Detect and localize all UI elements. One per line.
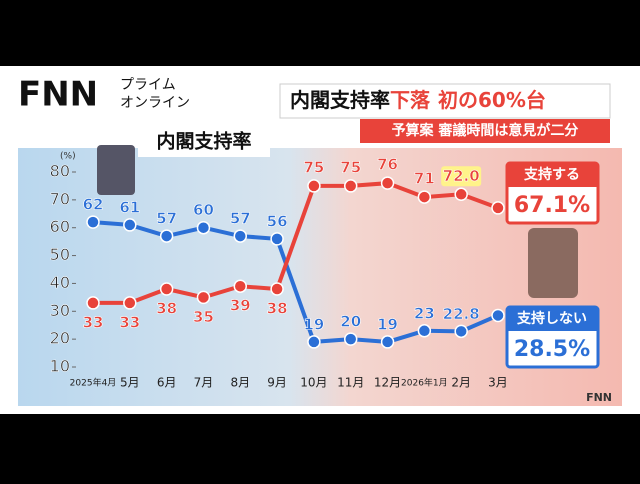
data-label: 20 xyxy=(340,313,361,331)
data-label: 75 xyxy=(303,158,324,176)
data-point xyxy=(491,308,505,323)
data-point xyxy=(417,190,432,204)
data-label: 33 xyxy=(83,313,104,331)
data-point xyxy=(454,187,468,202)
data-point xyxy=(270,282,284,296)
data-point xyxy=(307,179,321,193)
data-point xyxy=(307,335,321,349)
headline-box xyxy=(279,83,611,119)
data-point xyxy=(454,324,468,339)
data-label: 71 xyxy=(414,170,435,188)
data-label: 61 xyxy=(119,198,140,216)
x-tick-label: 2月 xyxy=(451,376,471,390)
y-tick-label: 60 xyxy=(50,217,70,236)
subtitle-box xyxy=(360,119,610,143)
logo-line2: オンライン xyxy=(120,95,190,111)
portrait-right xyxy=(528,228,578,298)
data-label: 57 xyxy=(230,210,251,228)
x-tick-label: 2026年1月 xyxy=(401,377,448,389)
x-tick-label: 8月 xyxy=(230,376,250,390)
logo-line1: プライム xyxy=(120,77,176,93)
x-tick-label: 3月 xyxy=(488,376,508,390)
data-label: 33 xyxy=(119,313,140,331)
y-tick-label: 30 xyxy=(50,301,70,320)
y-tick-label: 50 xyxy=(50,245,70,264)
portrait-left xyxy=(97,145,135,195)
subtitle: 予算案 審議時間は意見が二分 xyxy=(392,122,579,139)
letterbox-top xyxy=(0,0,640,66)
data-label: 62 xyxy=(83,196,104,214)
data-point xyxy=(343,332,358,346)
headline-part2: 下落 xyxy=(390,88,431,112)
x-tick-label: 9月 xyxy=(267,376,287,390)
chart-title-box xyxy=(138,127,270,157)
data-label: 19 xyxy=(377,315,398,333)
data-point xyxy=(123,296,137,310)
x-tick-label: 6月 xyxy=(157,376,177,390)
x-tick-label: 2025年4月 xyxy=(70,377,117,389)
data-point xyxy=(380,335,395,349)
data-label: 56 xyxy=(267,212,288,230)
data-point xyxy=(196,220,211,235)
data-point xyxy=(491,201,505,215)
y-tick-label: 70 xyxy=(50,189,70,208)
data-label: 60 xyxy=(193,201,214,219)
y-tick-label: 20 xyxy=(50,329,70,348)
legend-header xyxy=(507,163,598,187)
data-point xyxy=(123,218,137,232)
data-point xyxy=(270,232,284,246)
corner-logo: FNN xyxy=(586,391,612,404)
data-point xyxy=(380,176,395,190)
legend-header xyxy=(507,307,598,331)
data-point xyxy=(159,229,174,243)
y-tick-label: 10 xyxy=(50,357,70,376)
data-label: 22.8 xyxy=(443,305,480,323)
y-tick-label: 40 xyxy=(50,273,70,292)
chart-title: 内閣支持率 xyxy=(156,130,251,153)
legend-value: 67.1% xyxy=(514,193,590,218)
headline-part3: 初の60%台 xyxy=(438,88,546,112)
legend-label: 支持する xyxy=(523,166,580,183)
x-tick-label: 12月 xyxy=(374,376,401,390)
data-point xyxy=(343,179,358,193)
logo-brand: FNN xyxy=(18,75,98,115)
y-tick-label: 80 xyxy=(50,162,70,181)
data-label: 39 xyxy=(230,297,251,315)
headline-part1: 内閣支持率 xyxy=(290,88,390,112)
x-tick-label: 5月 xyxy=(120,376,140,390)
x-tick-label: 11月 xyxy=(337,376,364,390)
data-label: 76 xyxy=(377,156,398,174)
data-label: 75 xyxy=(340,158,361,176)
data-point xyxy=(417,324,432,338)
data-label: 23 xyxy=(414,304,435,322)
data-label: 38 xyxy=(156,300,177,318)
data-point xyxy=(86,296,100,310)
x-tick-label: 10月 xyxy=(300,376,327,390)
data-point xyxy=(196,290,211,305)
legend-value: 28.5% xyxy=(514,337,590,362)
x-tick-label: 7月 xyxy=(194,376,214,390)
letterbox-bottom xyxy=(0,414,640,480)
data-label: 19 xyxy=(303,315,324,333)
data-label: 57 xyxy=(156,210,177,228)
data-label: 35 xyxy=(193,308,214,326)
data-label: 72.0 xyxy=(443,167,480,185)
data-point xyxy=(233,279,248,293)
highlight-box xyxy=(441,166,482,187)
data-point xyxy=(159,282,174,296)
data-label: 38 xyxy=(267,300,288,318)
data-point xyxy=(86,215,100,229)
y-axis-label: (%) xyxy=(60,152,76,162)
headline: 内閣支持率下落 初の60%台 xyxy=(290,88,546,112)
data-point xyxy=(233,229,248,243)
legend-label: 支持しない xyxy=(516,310,587,327)
